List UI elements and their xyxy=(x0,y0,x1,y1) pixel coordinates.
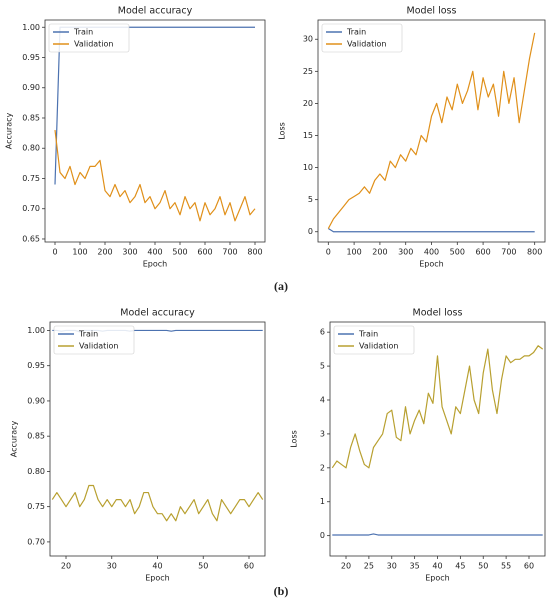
series-line xyxy=(51,484,264,522)
plot-area xyxy=(317,19,546,243)
x-tick-label: 300 xyxy=(122,248,137,257)
x-tick-label: 700 xyxy=(501,248,516,257)
y-tick-label: 0.75 xyxy=(27,502,45,511)
y-tick-label: 0 xyxy=(320,531,325,540)
x-tick-label: 700 xyxy=(222,248,237,257)
y-tick-label: 0.90 xyxy=(22,83,40,92)
y-tick-label: 10 xyxy=(303,163,313,172)
legend-label: Train xyxy=(358,330,378,339)
series-line xyxy=(331,345,544,469)
x-tick-label: 20 xyxy=(61,562,71,571)
x-tick-label: 20 xyxy=(341,562,351,571)
y-tick-label: 0.90 xyxy=(27,396,45,405)
y-tick-label: 3 xyxy=(320,429,325,438)
y-tick-label: 20 xyxy=(303,99,313,108)
x-tick-label: 600 xyxy=(475,248,490,257)
y-axis-label: Loss xyxy=(290,430,299,448)
series-line xyxy=(332,533,543,536)
x-tick-label: 60 xyxy=(244,562,254,571)
legend-label: Validation xyxy=(74,40,114,49)
x-tick-label: 0 xyxy=(326,248,331,257)
x-tick-label: 40 xyxy=(432,562,442,571)
series-line xyxy=(328,228,535,233)
legend-label: Train xyxy=(78,330,98,339)
y-axis-label: Accuracy xyxy=(10,420,19,457)
y-tick-label: 2 xyxy=(320,463,325,472)
y-tick-label: 0.85 xyxy=(27,432,45,441)
y-tick-label: 4 xyxy=(320,396,325,405)
x-axis-label: Epoch xyxy=(419,260,444,269)
x-tick-label: 400 xyxy=(424,248,439,257)
legend-label: Validation xyxy=(359,342,399,351)
legend-box xyxy=(321,23,403,53)
x-tick-label: 800 xyxy=(247,248,262,257)
plot-area xyxy=(44,19,266,243)
y-tick-label: 0.70 xyxy=(27,537,45,546)
series-line xyxy=(54,130,256,222)
y-tick-label: 1 xyxy=(320,497,325,506)
y-tick-label: 5 xyxy=(320,362,325,371)
x-tick-label: 300 xyxy=(398,248,413,257)
x-tick-label: 100 xyxy=(72,248,87,257)
y-tick-label: 0 xyxy=(308,227,313,236)
panel-label: (b) xyxy=(274,584,289,598)
x-tick-label: 800 xyxy=(527,248,542,257)
x-tick-label: 30 xyxy=(387,562,397,571)
x-tick-label: 600 xyxy=(197,248,212,257)
y-tick-label: 0.85 xyxy=(22,113,40,122)
y-tick-label: 25 xyxy=(303,67,313,76)
panel-label: (a) xyxy=(274,279,288,293)
x-tick-label: 60 xyxy=(524,562,534,571)
legend-label: Train xyxy=(73,28,93,37)
y-tick-label: 15 xyxy=(303,131,313,140)
y-tick-label: 0.75 xyxy=(22,174,40,183)
x-tick-label: 200 xyxy=(97,248,112,257)
x-tick-label: 50 xyxy=(478,562,488,571)
legend-label: Train xyxy=(346,28,366,37)
legend-box xyxy=(48,23,130,53)
chart-title: Model loss xyxy=(407,6,457,17)
plot-area xyxy=(49,321,266,557)
legend-box xyxy=(333,325,415,355)
y-tick-label: 0.80 xyxy=(27,467,45,476)
legend-label: Validation xyxy=(347,40,387,49)
y-tick-label: 1.00 xyxy=(22,23,40,32)
x-tick-label: 35 xyxy=(410,562,420,571)
legend-label: Validation xyxy=(79,342,119,351)
y-axis-label: Accuracy xyxy=(5,112,14,149)
y-tick-label: 30 xyxy=(303,35,313,44)
y-tick-label: 0.70 xyxy=(22,204,40,213)
x-tick-label: 500 xyxy=(450,248,465,257)
y-axis-label: Loss xyxy=(278,122,287,140)
x-axis-label: Epoch xyxy=(145,574,170,583)
x-axis-label: Epoch xyxy=(425,574,450,583)
x-tick-label: 0 xyxy=(52,248,57,257)
x-tick-label: 100 xyxy=(346,248,361,257)
x-tick-label: 55 xyxy=(501,562,511,571)
y-tick-label: 6 xyxy=(320,328,325,337)
x-tick-label: 40 xyxy=(152,562,162,571)
x-tick-label: 45 xyxy=(455,562,465,571)
x-tick-label: 30 xyxy=(107,562,117,571)
chart-title: Model accuracy xyxy=(120,308,195,319)
x-axis-label: Epoch xyxy=(143,260,168,269)
y-tick-label: 0.95 xyxy=(22,53,40,62)
x-tick-label: 50 xyxy=(198,562,208,571)
chart-title: Model loss xyxy=(413,308,463,319)
y-tick-label: 1.00 xyxy=(27,326,45,335)
y-tick-label: 0.95 xyxy=(27,361,45,370)
chart-title: Model accuracy xyxy=(118,6,193,17)
x-tick-label: 200 xyxy=(372,248,387,257)
y-tick-label: 0.80 xyxy=(22,144,40,153)
y-tick-label: 0.65 xyxy=(22,234,40,243)
series-line xyxy=(327,32,536,229)
legend-box xyxy=(53,325,135,355)
x-tick-label: 500 xyxy=(172,248,187,257)
x-tick-label: 400 xyxy=(147,248,162,257)
y-tick-label: 5 xyxy=(308,195,313,204)
x-tick-label: 25 xyxy=(364,562,374,571)
